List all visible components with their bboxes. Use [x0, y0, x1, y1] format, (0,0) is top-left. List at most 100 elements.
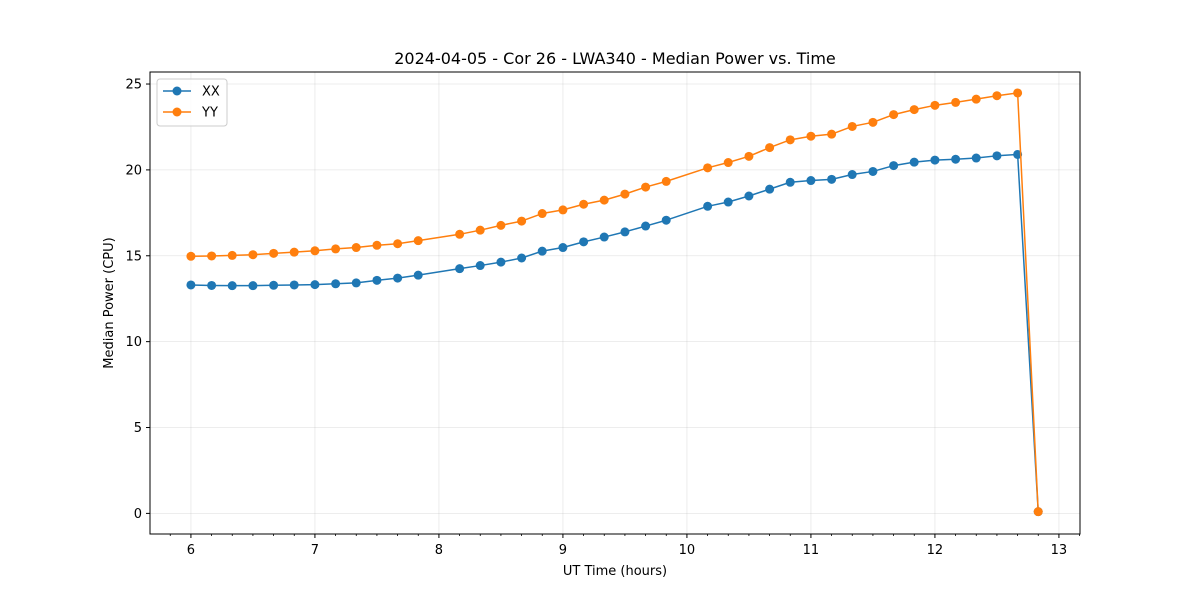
data-point-xx	[496, 257, 506, 267]
plot-frame	[149, 71, 1081, 535]
x-tick-label: 10	[679, 543, 696, 558]
data-point-xx	[331, 279, 341, 289]
data-point-yy	[393, 239, 403, 249]
y-tick-label: 5	[134, 421, 142, 436]
data-point-yy	[289, 247, 299, 257]
data-point-xx	[372, 275, 382, 285]
data-point-xx	[847, 170, 857, 180]
data-point-xx	[558, 243, 568, 253]
data-point-yy	[227, 250, 237, 260]
data-point-yy	[744, 151, 754, 161]
minor-ticks	[169, 534, 1080, 536]
x-tick-label: 9	[559, 543, 567, 558]
data-point-yy	[661, 176, 671, 186]
data-point-xx	[455, 264, 465, 274]
data-point-xx	[289, 280, 299, 290]
data-point-yy	[331, 244, 341, 254]
data-point-yy	[971, 94, 981, 104]
data-point-yy	[558, 205, 568, 215]
chart-title: 2024-04-05 - Cor 26 - LWA340 - Median Po…	[394, 49, 836, 68]
data-point-xx	[930, 155, 940, 165]
data-point-yy	[703, 163, 713, 173]
data-point-xx	[393, 273, 403, 283]
data-point-xx	[413, 270, 423, 280]
data-point-yy	[951, 97, 961, 107]
data-point-xx	[765, 184, 775, 194]
data-point-yy	[496, 220, 506, 230]
data-point-yy	[909, 105, 919, 115]
data-point-xx	[269, 280, 279, 290]
data-point-yy	[579, 199, 589, 209]
data-point-xx	[992, 151, 1002, 161]
series-lines	[186, 88, 1043, 517]
y-tick-label: 20	[125, 163, 142, 178]
data-point-yy	[186, 251, 196, 261]
grid	[150, 72, 1080, 534]
y-tick-label: 15	[125, 249, 142, 264]
data-point-xx	[951, 154, 961, 164]
data-point-xx	[827, 174, 837, 184]
data-point-xx	[207, 280, 217, 290]
data-point-xx	[641, 221, 651, 231]
data-point-yy	[992, 91, 1002, 101]
data-point-xx	[806, 176, 816, 186]
data-point-yy	[723, 158, 733, 168]
x-tick-label: 11	[803, 543, 820, 558]
data-point-yy	[269, 248, 279, 258]
data-point-yy	[765, 143, 775, 153]
data-point-xx	[186, 280, 196, 290]
data-point-yy	[207, 251, 217, 261]
x-tick-label: 7	[311, 543, 319, 558]
data-point-xx	[971, 153, 981, 163]
data-point-yy	[351, 243, 361, 253]
data-point-xx	[227, 281, 237, 291]
data-point-yy	[641, 182, 651, 192]
x-tick-label: 13	[1051, 543, 1068, 558]
data-point-xx	[661, 215, 671, 225]
legend: XX YY	[156, 78, 228, 127]
data-point-yy	[372, 240, 382, 250]
data-point-xx	[703, 201, 713, 211]
data-point-xx	[744, 191, 754, 201]
y-tick-label: 0	[134, 507, 142, 522]
series-line-xx	[190, 153, 1039, 512]
data-point-yy	[475, 225, 485, 235]
data-point-xx	[517, 253, 527, 263]
legend-marker-xx	[172, 86, 182, 96]
y-tick-label: 10	[125, 335, 142, 350]
x-tick-label: 6	[187, 543, 195, 558]
legend-marker-yy	[172, 107, 182, 117]
x-axis-label: UT Time (hours)	[563, 564, 667, 579]
data-point-xx	[909, 157, 919, 167]
legend-label-xx: XX	[202, 85, 220, 100]
data-point-xx	[351, 278, 361, 288]
data-point-yy	[248, 250, 258, 260]
data-point-xx	[310, 280, 320, 290]
data-point-yy	[537, 209, 547, 219]
data-point-xx	[723, 197, 733, 207]
data-point-yy	[517, 216, 527, 226]
data-point-yy	[455, 229, 465, 239]
data-point-xx	[537, 246, 547, 256]
data-point-xx	[475, 261, 485, 271]
data-point-yy	[806, 131, 816, 141]
data-point-yy	[620, 189, 630, 199]
data-point-xx	[868, 166, 878, 176]
data-point-xx	[579, 237, 589, 247]
y-axis-label: Median Power (CPU)	[102, 237, 117, 368]
data-point-yy	[889, 110, 899, 120]
series-line-yy	[190, 92, 1039, 512]
data-point-xx	[248, 281, 258, 291]
data-point-xx	[785, 177, 795, 187]
data-point-xx	[620, 227, 630, 237]
data-point-yy	[599, 195, 609, 205]
legend-label-yy: YY	[201, 106, 218, 121]
data-point-yy	[827, 129, 837, 139]
data-point-yy	[413, 236, 423, 246]
data-point-yy	[1013, 88, 1023, 98]
x-tick-label: 8	[435, 543, 443, 558]
data-point-yy	[868, 117, 878, 127]
data-point-yy	[310, 246, 320, 256]
data-point-yy	[1033, 507, 1043, 517]
